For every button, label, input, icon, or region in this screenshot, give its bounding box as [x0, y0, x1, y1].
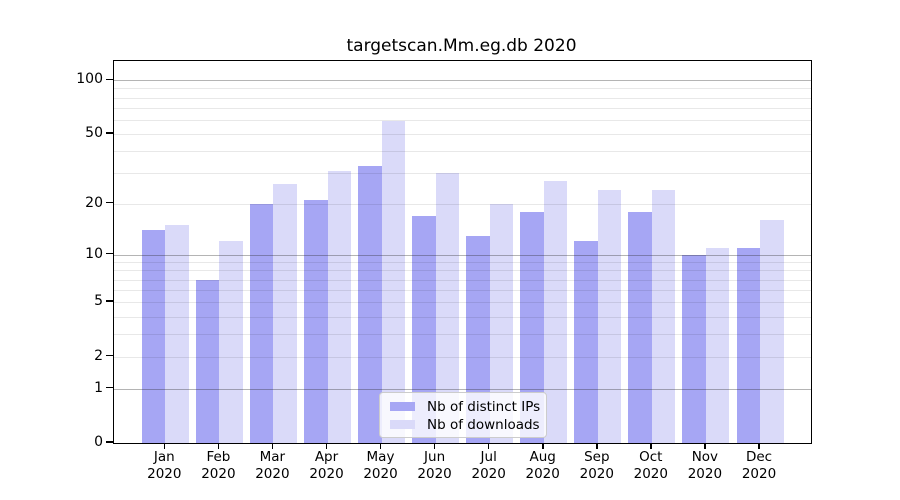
bar-distinct-ips-sep — [574, 241, 598, 443]
gridline-30 — [114, 173, 811, 175]
bar-downloads-feb — [219, 241, 243, 443]
bar-downloads-jan — [165, 225, 189, 443]
bar-distinct-ips-oct — [628, 211, 652, 443]
gridline-100 — [114, 80, 811, 82]
bar-downloads-jun — [435, 173, 460, 443]
y-tick-label-10: 10 — [85, 245, 103, 262]
gridline-3 — [114, 334, 811, 335]
gridline-4 — [114, 316, 811, 318]
x-tick-label-feb: Feb 2020 — [201, 449, 236, 482]
bar-distinct-ips-dec — [736, 247, 760, 443]
y-tick-mark-0 — [106, 441, 113, 443]
bar-distinct-ips-apr — [304, 200, 328, 443]
bar-distinct-ips-nov — [682, 254, 706, 443]
y-tick-label-2: 2 — [94, 347, 103, 364]
x-tick-mark-apr — [325, 443, 328, 449]
bar-downloads-may — [381, 121, 405, 443]
x-tick-mark-jun — [433, 443, 436, 449]
bar-downloads-sep — [597, 190, 622, 443]
y-tick-mark-1 — [106, 386, 113, 389]
bar-distinct-ips-jan — [141, 230, 166, 443]
y-tick-label-0: 0 — [94, 434, 103, 450]
x-tick-label-jan: Jan 2020 — [147, 449, 182, 482]
gridline-50 — [114, 133, 811, 135]
x-tick-label-nov: Nov 2020 — [687, 449, 723, 482]
gridline-90 — [114, 88, 811, 90]
y-tick-mark-2 — [106, 354, 113, 357]
plot-area — [113, 60, 812, 444]
bar-downloads-aug — [543, 181, 568, 443]
gridline-20 — [114, 203, 811, 205]
legend-item-distinct-ips: Nb of distinct IPs — [390, 398, 541, 415]
legend-label-downloads: Nb of downloads — [427, 416, 540, 433]
y-tick-mark-10 — [106, 252, 113, 255]
gridline-2 — [114, 356, 811, 358]
bar-distinct-ips-may — [358, 165, 382, 443]
legend-label-distinct-ips: Nb of distinct IPs — [427, 398, 541, 415]
y-tick-mark-100 — [106, 78, 113, 80]
gridline-10 — [114, 254, 811, 256]
x-tick-label-jun: Jun 2020 — [417, 449, 452, 482]
gridline-9 — [114, 262, 811, 263]
bar-downloads-nov — [705, 247, 730, 443]
gridline-6 — [114, 290, 811, 291]
x-tick-label-sep: Sep 2020 — [579, 449, 614, 482]
bar-distinct-ips-jul — [466, 235, 490, 443]
x-tick-label-apr: Apr 2020 — [309, 449, 344, 482]
chart-title: targetscan.Mm.eg.db 2020 — [346, 36, 577, 56]
legend-swatch-distinct-ips — [390, 402, 415, 411]
x-tick-mark-mar — [271, 443, 274, 449]
legend: Nb of distinct IPs Nb of downloads — [379, 392, 547, 438]
y-tick-label-1: 1 — [94, 379, 103, 396]
y-tick-label-5: 5 — [94, 293, 103, 310]
gridline-80 — [114, 97, 811, 99]
y-tick-mark-20 — [106, 201, 113, 204]
x-tick-mark-nov — [704, 443, 706, 449]
bar-downloads-oct — [651, 190, 676, 443]
x-tick-label-aug: Aug 2020 — [525, 449, 560, 482]
x-tick-mark-aug — [542, 443, 544, 449]
gridlines-layer — [114, 61, 811, 443]
x-tick-mark-jul — [487, 443, 490, 449]
gridline-70 — [114, 107, 811, 109]
y-tick-label-100: 100 — [76, 71, 103, 88]
bar-distinct-ips-jun — [412, 215, 436, 443]
x-tick-mark-feb — [217, 443, 220, 449]
x-tick-mark-dec — [758, 443, 760, 449]
x-tick-label-dec: Dec 2020 — [741, 449, 777, 482]
gridline-8 — [114, 270, 811, 272]
y-tick-label-20: 20 — [85, 194, 103, 211]
x-tick-label-oct: Oct 2020 — [633, 449, 668, 482]
y-tick-mark-50 — [106, 132, 113, 134]
gridline-40 — [114, 151, 811, 153]
x-tick-label-may: May 2020 — [363, 449, 398, 482]
gridline-7 — [114, 279, 811, 281]
bar-distinct-ips-mar — [249, 203, 274, 443]
gridline-60 — [114, 119, 811, 121]
bar-downloads-dec — [760, 220, 784, 443]
legend-item-downloads: Nb of downloads — [390, 416, 540, 433]
x-tick-label-jul: Jul 2020 — [471, 449, 506, 482]
y-tick-label-50: 50 — [85, 124, 103, 141]
x-tick-mark-sep — [596, 443, 598, 449]
bar-downloads-apr — [327, 170, 351, 443]
gridline-1 — [114, 388, 811, 390]
bars-layer — [114, 61, 811, 443]
legend-swatch-downloads — [390, 420, 415, 429]
bar-downloads-mar — [273, 183, 297, 443]
bar-distinct-ips-aug — [520, 211, 544, 443]
bar-distinct-ips-feb — [195, 279, 220, 443]
x-tick-label-mar: Mar 2020 — [255, 449, 290, 482]
x-tick-mark-oct — [650, 443, 652, 449]
x-tick-mark-jan — [163, 443, 166, 449]
y-tick-mark-5 — [106, 300, 113, 302]
bar-downloads-jul — [489, 203, 514, 443]
x-tick-mark-may — [379, 443, 382, 449]
gridline-5 — [114, 302, 811, 304]
